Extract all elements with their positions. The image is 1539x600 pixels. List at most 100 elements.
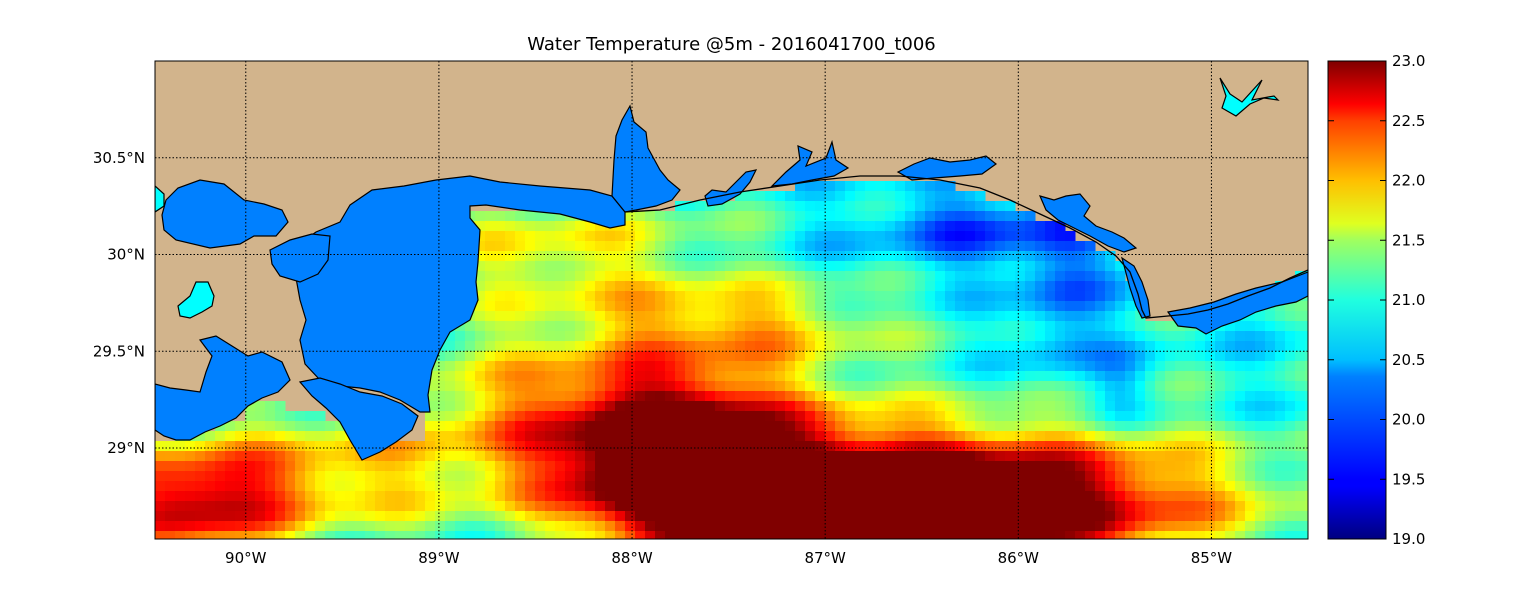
temperature-cell xyxy=(575,461,586,472)
temperature-cell xyxy=(705,211,716,222)
temperature-cell xyxy=(245,451,256,462)
temperature-cell xyxy=(775,231,786,242)
temperature-cell xyxy=(1105,391,1116,402)
temperature-cell xyxy=(705,391,716,402)
temperature-cell xyxy=(445,531,456,539)
temperature-cell xyxy=(1105,481,1116,492)
temperature-cell xyxy=(855,331,866,342)
temperature-cell xyxy=(875,331,886,342)
temperature-cell xyxy=(1265,521,1276,532)
temperature-cell xyxy=(275,501,286,512)
temperature-cell xyxy=(1045,461,1056,472)
temperature-cell xyxy=(975,201,986,212)
temperature-cell xyxy=(915,401,926,412)
temperature-cell xyxy=(835,371,846,382)
temperature-cell xyxy=(495,441,506,452)
temperature-cell xyxy=(305,481,316,492)
temperature-cell xyxy=(555,481,566,492)
temperature-cell xyxy=(825,461,836,472)
temperature-cell xyxy=(825,481,836,492)
temperature-cell xyxy=(705,281,716,292)
temperature-cell xyxy=(1195,491,1206,502)
temperature-cell xyxy=(955,291,966,302)
temperature-cell xyxy=(1215,351,1226,362)
temperature-cell xyxy=(1005,391,1016,402)
temperature-cell xyxy=(1255,391,1266,402)
temperature-cell xyxy=(1005,461,1016,472)
temperature-cell xyxy=(795,281,806,292)
temperature-cell xyxy=(915,451,926,462)
temperature-cell xyxy=(985,421,996,432)
temperature-cell xyxy=(935,251,946,262)
temperature-cell xyxy=(995,231,1006,242)
temperature-cell xyxy=(705,501,716,512)
temperature-cell xyxy=(705,521,716,532)
temperature-cell xyxy=(335,501,346,512)
temperature-cell xyxy=(1155,361,1166,372)
temperature-cell xyxy=(1095,431,1106,442)
temperature-cell xyxy=(625,321,636,332)
temperature-cell xyxy=(465,381,476,392)
temperature-cell xyxy=(875,461,886,472)
temperature-cell xyxy=(875,521,886,532)
temperature-cell xyxy=(1155,321,1166,332)
temperature-cell xyxy=(885,431,896,442)
temperature-cell xyxy=(615,411,626,422)
temperature-cell xyxy=(1305,391,1308,402)
temperature-cell xyxy=(805,261,816,272)
temperature-cell xyxy=(1145,421,1156,432)
temperature-cell xyxy=(955,311,966,322)
colorbar-label: 20.5 xyxy=(1392,351,1425,369)
temperature-cell xyxy=(1255,471,1266,482)
temperature-cell xyxy=(395,531,406,539)
temperature-cell xyxy=(1255,451,1266,462)
temperature-cell xyxy=(675,271,686,282)
temperature-cell xyxy=(785,511,796,522)
temperature-cell xyxy=(895,201,906,212)
temperature-cell xyxy=(395,481,406,492)
temperature-cell xyxy=(1225,321,1236,332)
temperature-cell xyxy=(675,341,686,352)
temperature-cell xyxy=(985,511,996,522)
temperature-cell xyxy=(635,471,646,482)
temperature-cell xyxy=(745,291,756,302)
temperature-cell xyxy=(415,451,426,462)
colorbar: 23.0 22.5 22.0 21.5 21.0 20.5 20.0 19.5 … xyxy=(1327,52,1425,548)
temperature-cell xyxy=(935,401,946,412)
temperature-cell xyxy=(1295,501,1306,512)
temperature-cell xyxy=(545,211,556,222)
temperature-cell xyxy=(235,451,246,462)
temperature-cell xyxy=(1135,501,1146,512)
temperature-cell xyxy=(885,371,896,382)
temperature-cell xyxy=(865,231,876,242)
temperature-cell xyxy=(465,471,476,482)
temperature-cell xyxy=(685,351,696,362)
temperature-cell xyxy=(195,431,206,442)
temperature-cell xyxy=(835,291,846,302)
temperature-cell xyxy=(1205,451,1216,462)
temperature-cell xyxy=(235,431,246,442)
temperature-cell xyxy=(875,411,886,422)
temperature-cell xyxy=(1205,431,1216,442)
temperature-cell xyxy=(745,461,756,472)
temperature-cell xyxy=(765,291,776,302)
temperature-cell xyxy=(775,361,786,372)
temperature-cell xyxy=(1305,341,1308,352)
temperature-cell xyxy=(625,491,636,502)
temperature-cell xyxy=(555,501,566,512)
temperature-cell xyxy=(835,501,846,512)
temperature-cell xyxy=(565,431,576,442)
temperature-cell xyxy=(795,531,806,539)
temperature-cell xyxy=(1275,421,1286,432)
temperature-cell xyxy=(175,461,186,472)
temperature-cell xyxy=(855,351,866,362)
temperature-cell xyxy=(1045,251,1056,262)
temperature-cell xyxy=(685,471,696,482)
temperature-cell xyxy=(825,241,836,252)
temperature-cell xyxy=(225,461,236,472)
temperature-cell xyxy=(345,481,356,492)
temperature-cell xyxy=(1195,391,1206,402)
temperature-cell xyxy=(1205,391,1216,402)
temperature-cell xyxy=(825,521,836,532)
temperature-cell xyxy=(625,251,636,262)
